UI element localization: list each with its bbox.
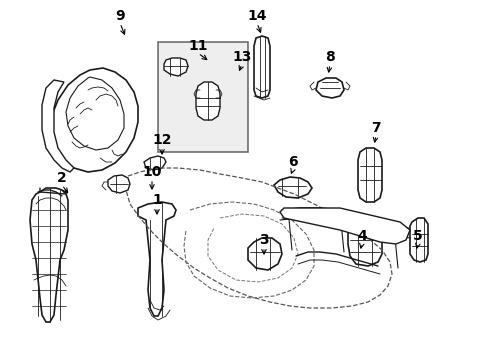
- Polygon shape: [357, 148, 381, 202]
- Text: 11: 11: [188, 39, 207, 53]
- Text: 8: 8: [325, 50, 334, 64]
- Text: 3: 3: [259, 233, 268, 247]
- Text: 12: 12: [152, 133, 171, 147]
- Polygon shape: [315, 78, 343, 98]
- Polygon shape: [409, 218, 427, 262]
- Polygon shape: [347, 222, 381, 266]
- Polygon shape: [247, 238, 282, 270]
- Polygon shape: [138, 202, 176, 316]
- Text: 7: 7: [370, 121, 380, 135]
- Polygon shape: [50, 68, 138, 172]
- Text: 4: 4: [356, 229, 366, 243]
- Text: 9: 9: [115, 9, 124, 23]
- Polygon shape: [143, 156, 165, 170]
- Polygon shape: [163, 58, 187, 76]
- Polygon shape: [280, 208, 409, 244]
- Text: 14: 14: [247, 9, 266, 23]
- FancyBboxPatch shape: [158, 42, 247, 152]
- Text: 1: 1: [152, 193, 162, 207]
- Polygon shape: [30, 188, 68, 322]
- Polygon shape: [253, 36, 269, 98]
- Polygon shape: [196, 82, 220, 120]
- Text: 5: 5: [412, 229, 422, 243]
- Text: 2: 2: [57, 171, 67, 185]
- Text: 6: 6: [287, 155, 297, 169]
- Polygon shape: [42, 80, 74, 172]
- Polygon shape: [273, 177, 311, 198]
- Text: 10: 10: [142, 165, 162, 179]
- Text: 13: 13: [232, 50, 251, 64]
- Polygon shape: [108, 175, 130, 193]
